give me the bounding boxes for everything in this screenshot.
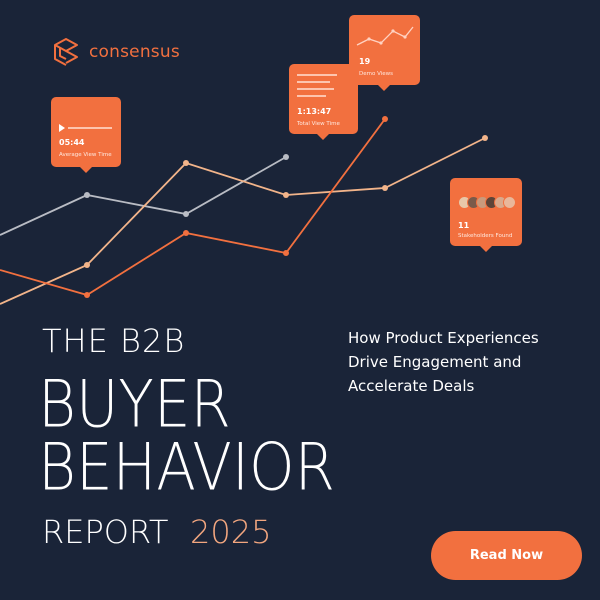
average-view-time-label: Average View Time — [59, 152, 112, 158]
average-view-time-value: 05:44 — [59, 138, 85, 147]
orange-trend-point — [283, 250, 289, 256]
demo-views-value: 19 — [359, 57, 371, 66]
brand-name: consensus — [89, 42, 180, 62]
mini-line-chart-icon — [356, 26, 414, 46]
subtitle: How Product Experiences Drive Engagement… — [348, 326, 539, 398]
orange-trend-point — [183, 230, 189, 236]
avatar — [503, 196, 516, 209]
total-view-time-label: Total View Time — [297, 121, 340, 127]
total-view-time-card: 1:13:47 Total View Time — [289, 64, 358, 140]
gray-trend-point — [183, 211, 189, 217]
stakeholders-found-card: 11 Stakeholders Found — [450, 178, 522, 252]
gray-trend-line — [0, 156, 287, 236]
subtitle-line-2: Drive Engagement and — [348, 353, 522, 371]
play-icon — [59, 124, 65, 132]
subtitle-line-1: How Product Experiences — [348, 329, 539, 347]
read-now-button[interactable]: Read Now — [431, 531, 582, 580]
peach-trend-point — [84, 262, 90, 268]
gray-trend-point — [283, 154, 289, 160]
peach-trend-point — [482, 135, 488, 141]
headline-line-2: BUYER — [38, 366, 231, 443]
headline-year: 2025 — [190, 513, 272, 551]
headline-report: REPORT — [42, 513, 169, 551]
demo-views-card: 19 Demo Views — [349, 15, 420, 91]
progress-bar-icon — [68, 127, 112, 129]
peach-trend-point — [183, 160, 189, 166]
gray-trend-point — [84, 192, 90, 198]
peach-trend-point — [283, 192, 289, 198]
stakeholders-found-label: Stakeholders Found — [458, 233, 513, 239]
text-line-icon — [297, 95, 326, 97]
orange-trend-point — [382, 116, 388, 122]
consensus-logo[interactable]: consensus — [52, 37, 180, 67]
orange-trend-point — [84, 292, 90, 298]
subtitle-line-3: Accelerate Deals — [348, 377, 475, 395]
demo-views-label: Demo Views — [359, 71, 394, 77]
stakeholders-found-value: 11 — [458, 221, 470, 230]
consensus-logo-icon — [54, 38, 78, 66]
headline-line-3: BEHAVIOR — [38, 429, 335, 506]
peach-trend-line — [0, 137, 486, 305]
text-line-icon — [297, 81, 330, 83]
peach-trend-point — [382, 185, 388, 191]
text-line-icon — [297, 88, 334, 90]
total-view-time-value: 1:13:47 — [297, 107, 332, 116]
headline-line-1: THE B2B — [42, 322, 186, 360]
text-line-icon — [297, 74, 337, 76]
average-view-time-card: 05:44 Average View Time — [51, 97, 121, 173]
